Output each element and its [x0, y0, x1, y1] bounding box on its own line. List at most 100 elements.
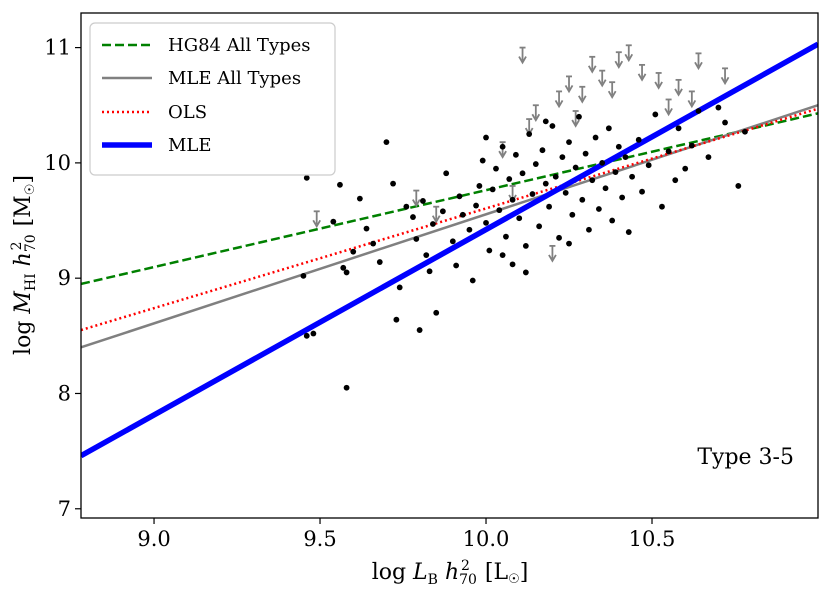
- data-point: [639, 188, 645, 195]
- data-point: [453, 262, 460, 269]
- data-point: [576, 113, 582, 120]
- data-point: [473, 202, 479, 209]
- data-point: [426, 268, 433, 275]
- fit-line-ols: [81, 107, 818, 332]
- data-point: [479, 157, 486, 164]
- data-point: [420, 198, 426, 204]
- data-point: [609, 217, 616, 224]
- data-point: [659, 203, 665, 210]
- data-point: [579, 196, 586, 203]
- fit-line-mle: [81, 41, 818, 459]
- data-point: [688, 142, 695, 149]
- data-point: [622, 154, 629, 161]
- y-tick-label: 10: [44, 151, 71, 175]
- legend-label-ols: OLS: [168, 102, 207, 123]
- data-point: [665, 148, 672, 155]
- data-point: [410, 214, 416, 220]
- data-point: [483, 219, 489, 226]
- data-point: [509, 261, 516, 268]
- upper-limit-marker: [637, 63, 647, 82]
- y-axis-title: log MHI h702 [M☉]: [9, 175, 39, 355]
- fit-line-hg84-all-types: [81, 112, 818, 286]
- upper-limit-marker: [564, 75, 574, 94]
- y-tick-label: 7: [58, 497, 71, 521]
- fit-lines: [81, 41, 818, 459]
- data-point: [503, 233, 509, 240]
- upper-limit-marker: [687, 90, 697, 109]
- data-point: [722, 119, 728, 126]
- legend-label-mle-all: MLE All Types: [168, 68, 301, 89]
- data-point: [430, 221, 436, 227]
- data-point: [552, 173, 559, 180]
- data-point: [456, 193, 463, 200]
- data-point: [605, 125, 612, 132]
- upper-limit-marker: [694, 52, 703, 71]
- data-point: [559, 154, 566, 161]
- data-point: [635, 136, 642, 143]
- data-point: [423, 252, 430, 259]
- upper-limit-marker: [431, 205, 441, 224]
- data-point: [300, 272, 307, 279]
- data-point: [310, 330, 317, 337]
- data-point: [586, 226, 592, 233]
- data-point: [483, 134, 489, 141]
- data-point: [489, 186, 496, 193]
- data-point: [356, 195, 363, 202]
- data-point: [413, 236, 420, 242]
- data-point: [376, 259, 383, 265]
- data-point: [330, 218, 337, 225]
- upper-limit-marker: [624, 44, 634, 63]
- data-point: [459, 211, 466, 218]
- x-tick-label: 10.0: [463, 527, 510, 551]
- data-point: [675, 125, 682, 132]
- data-point: [682, 165, 689, 172]
- upper-limit-marker: [518, 46, 527, 65]
- x-tick-label: 9.0: [137, 527, 170, 551]
- data-point: [486, 247, 493, 254]
- data-point: [350, 248, 357, 255]
- data-point: [516, 215, 523, 222]
- y-tick-label: 9: [58, 266, 71, 290]
- data-point: [599, 159, 606, 166]
- data-point: [566, 240, 572, 247]
- data-point: [549, 123, 556, 129]
- upper-limit-marker: [578, 85, 587, 104]
- data-point: [695, 108, 702, 114]
- data-point: [443, 170, 450, 177]
- data-point: [449, 238, 456, 245]
- data-point: [572, 164, 579, 171]
- data-point: [509, 196, 516, 203]
- data-point: [625, 229, 632, 235]
- data-point: [433, 309, 440, 316]
- data-point: [390, 180, 396, 187]
- type-annotation: Type 3-5: [697, 445, 794, 470]
- data-point: [615, 143, 622, 150]
- data-point: [742, 128, 748, 135]
- data-point: [499, 252, 506, 259]
- data-point: [493, 165, 499, 172]
- data-point: [383, 139, 390, 146]
- data-point: [735, 183, 742, 189]
- data-point: [542, 180, 549, 187]
- data-point: [506, 176, 513, 182]
- data-point: [569, 211, 576, 218]
- data-point: [393, 316, 400, 323]
- upper-limit-marker: [664, 98, 673, 117]
- data-point: [370, 240, 377, 247]
- upper-limit-marker: [571, 110, 580, 128]
- upper-limit-marker: [531, 104, 541, 123]
- upper-limit-marker: [597, 69, 607, 88]
- data-point: [343, 384, 350, 391]
- data-point: [652, 111, 659, 118]
- data-point: [619, 194, 626, 201]
- upper-limit-marker: [607, 81, 617, 99]
- upper-limit-marker: [654, 72, 663, 90]
- data-point: [532, 161, 539, 167]
- data-point: [343, 269, 350, 276]
- data-point: [340, 264, 347, 271]
- y-tick-label: 8: [58, 381, 71, 405]
- data-point: [592, 134, 599, 141]
- data-point: [595, 206, 602, 212]
- data-point: [439, 208, 446, 215]
